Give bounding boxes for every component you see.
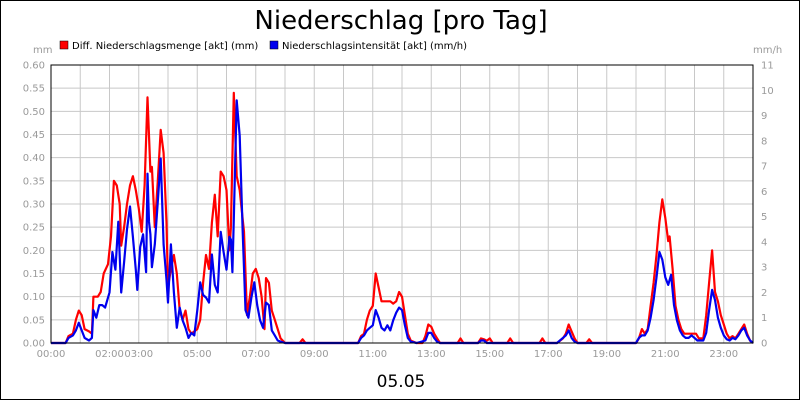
right-tick-label: 11: [761, 61, 774, 72]
x-axis-ticks: 00:00 02:00 03:00 05:00 07:00 09:00 11:00 13:00…: [37, 349, 739, 360]
right-tick-label: 5: [761, 212, 767, 223]
legend-swatch-blue: [269, 40, 279, 50]
series-line-intensity: [51, 99, 754, 345]
right-axis-ticks: 0 1 2 3 4 5 6 7 8 9 10 11: [761, 61, 774, 350]
legend-label-amount: Diff. Niederschlagsmenge [akt] (mm): [72, 41, 258, 52]
left-tick-label: 0.25: [23, 223, 45, 234]
left-tick-label: 0.00: [23, 339, 45, 350]
left-tick-label: 0.30: [23, 200, 45, 211]
left-tick-label: 0.05: [23, 315, 45, 326]
left-tick-label: 0.40: [23, 153, 45, 164]
right-tick-label: 9: [761, 111, 767, 122]
series-lines: [50, 64, 754, 345]
x-tick-label: 19:00: [592, 349, 621, 360]
right-tick-label: 1: [761, 313, 767, 324]
legend: Diff. Niederschlagsmenge [akt] (mm) Nied…: [59, 40, 467, 52]
x-tick-label: 09:00: [300, 349, 329, 360]
left-tick-label: 0.20: [23, 246, 45, 257]
left-axis-unit: mm: [33, 45, 52, 56]
gridlines: [51, 65, 753, 343]
left-tick-label: 0.50: [23, 107, 45, 118]
x-tick-label: 02:00: [95, 349, 124, 360]
left-tick-label: 0.10: [23, 292, 45, 303]
x-tick-label: 00:00: [37, 349, 66, 360]
x-tick-label: 03:00: [124, 349, 153, 360]
date-label: 05.05: [377, 372, 426, 392]
left-tick-label: 0.45: [23, 130, 45, 141]
x-tick-label: 11:00: [358, 349, 387, 360]
x-tick-label: 13:00: [417, 349, 446, 360]
legend-label-intensity: Niederschlagsintensität [akt] (mm/h): [282, 41, 467, 52]
plot-border: [50, 64, 754, 344]
right-tick-label: 0: [761, 339, 767, 350]
left-axis-ticks: 0.00 0.05 0.10 0.15 0.20 0.25 0.30 0.35 0.40 0.45…: [23, 61, 45, 350]
legend-swatch-red: [59, 40, 69, 50]
x-tick-label: 15:00: [475, 349, 504, 360]
chart-title: Niederschlag [pro Tag]: [254, 6, 547, 36]
right-tick-label: 10: [761, 86, 774, 97]
right-tick-label: 2: [761, 288, 767, 299]
series-line-amount: [51, 91, 754, 345]
right-tick-label: 3: [761, 263, 767, 274]
right-tick-label: 8: [761, 136, 767, 147]
right-axis-unit: mm/h: [753, 45, 782, 56]
right-tick-label: 6: [761, 187, 767, 198]
right-tick-label: 4: [761, 237, 767, 248]
x-tick-label: 05:00: [183, 349, 212, 360]
x-tick-label: 21:00: [651, 349, 680, 360]
right-tick-label: 7: [761, 162, 767, 173]
left-tick-label: 0.55: [23, 84, 45, 95]
x-tick-label: 07:00: [241, 349, 270, 360]
left-tick-label: 0.60: [23, 61, 45, 72]
x-tick-label: 23:00: [709, 349, 738, 360]
left-tick-label: 0.35: [23, 176, 45, 187]
x-tick-label: 17:00: [534, 349, 563, 360]
left-tick-label: 0.15: [23, 269, 45, 280]
